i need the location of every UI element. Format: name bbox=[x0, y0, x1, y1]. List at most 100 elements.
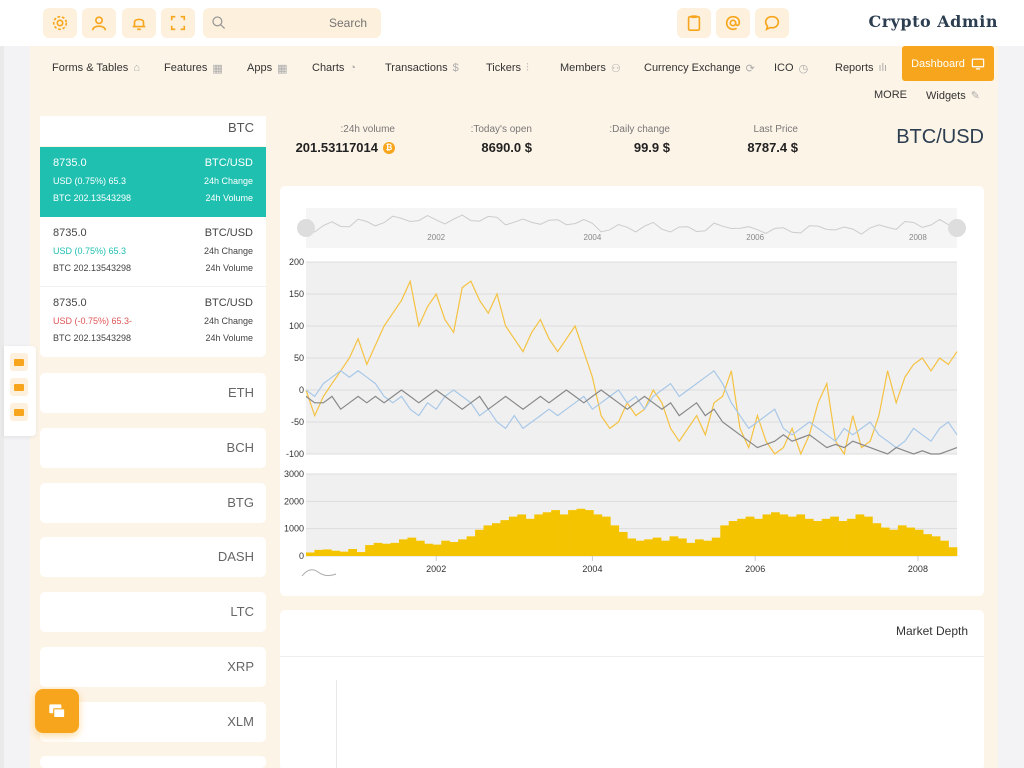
ticker-pair: BTC/USD bbox=[204, 227, 253, 239]
nav-charts[interactable]: Charts ◔ bbox=[312, 56, 356, 80]
fullscreen-icon[interactable] bbox=[161, 8, 195, 38]
bell-icon[interactable] bbox=[122, 8, 156, 38]
stat-label: :Today's open bbox=[470, 124, 532, 135]
x-tick-label: 2004 bbox=[582, 564, 602, 574]
ticker-volume: BTC 202.13543298 bbox=[53, 263, 132, 273]
nav-members[interactable]: Members ⚇ bbox=[560, 56, 621, 80]
y-tick-label: 200 bbox=[289, 257, 304, 267]
volume-bar bbox=[585, 510, 594, 556]
volume-bar bbox=[762, 514, 772, 556]
dollar-icon: $ bbox=[452, 62, 459, 74]
y-tick-label: 100 bbox=[289, 321, 304, 331]
volume-bar bbox=[711, 537, 721, 556]
bitcoin-icon: ₿ bbox=[383, 141, 395, 154]
nav-more[interactable]: MORE bbox=[874, 89, 907, 101]
chat-float-button[interactable] bbox=[35, 689, 79, 733]
volume-bar bbox=[855, 514, 865, 556]
stat-open: :Today's open 8690.0 $ bbox=[440, 124, 532, 155]
y-tick-label-volume: 3000 bbox=[284, 469, 304, 479]
volume-bar bbox=[872, 523, 882, 556]
coin-tab-bch[interactable]: BCH bbox=[40, 428, 266, 468]
volume-bar bbox=[703, 540, 713, 556]
at-icon[interactable] bbox=[716, 8, 750, 38]
ticker-card[interactable]: 8735.0 BTC/USD USD (0.75%) 65.3 24h Change… bbox=[40, 217, 266, 287]
coin-tab-xrp[interactable]: XRP bbox=[40, 647, 266, 687]
volume-bar bbox=[618, 531, 628, 556]
user-icon[interactable] bbox=[82, 8, 116, 38]
navigator-tick-label: 2006 bbox=[746, 233, 764, 242]
nav-currency-exchange[interactable]: Currency Exchange ⟳ bbox=[644, 56, 755, 80]
volume-bar bbox=[601, 516, 611, 556]
stat-value: 99.9 $ bbox=[633, 140, 670, 155]
dashboard-button[interactable]: Dashboard bbox=[902, 46, 994, 81]
nav-apps[interactable]: Apps ▦ bbox=[247, 56, 287, 80]
stats-row: :24h volume 201.53117014 ₿ :Today's open … bbox=[280, 116, 984, 176]
volume-bar bbox=[897, 525, 907, 556]
coin-header-btc[interactable]: BTC bbox=[40, 116, 266, 146]
navigator-line bbox=[305, 214, 958, 235]
volume-bar bbox=[407, 537, 417, 556]
volume-bar bbox=[728, 521, 738, 556]
ticker-card[interactable]: 8735.0 BTC/USD USD (0.75%) 65.3 24h Change… bbox=[40, 147, 266, 217]
coin-code: DASH bbox=[217, 549, 254, 564]
y-tick-label-volume: 1000 bbox=[284, 524, 304, 534]
y-tick-label: 50 bbox=[294, 353, 304, 363]
nav-tickers[interactable]: Tickers ⫶ bbox=[486, 56, 529, 80]
main-nav: Forms & Tables ⌂ Features ▦ Apps ▦ Charts ◔ … bbox=[30, 46, 998, 116]
camera-icon[interactable] bbox=[10, 353, 28, 371]
nav-transactions[interactable]: Transactions $ bbox=[385, 56, 459, 80]
y-tick-label: 150 bbox=[289, 289, 304, 299]
volume-bar bbox=[559, 514, 569, 556]
nav-features[interactable]: Features ▦ bbox=[164, 56, 223, 80]
chat-icon[interactable] bbox=[755, 8, 789, 38]
nav-label: Tickers bbox=[486, 62, 522, 74]
pair-title: BTC/USD bbox=[896, 126, 984, 148]
volume-bar bbox=[466, 536, 476, 556]
coin-tab-more[interactable] bbox=[40, 756, 266, 768]
stat-label: :Daily change bbox=[609, 124, 670, 135]
search-box[interactable] bbox=[203, 8, 381, 38]
search-input[interactable] bbox=[227, 16, 367, 30]
volume-bar bbox=[813, 521, 823, 556]
ticker-price: 8735.0 bbox=[53, 227, 87, 239]
nav-reports[interactable]: Reports ılı bbox=[835, 56, 887, 80]
gear-icon[interactable] bbox=[43, 8, 77, 38]
volume-bar bbox=[424, 543, 434, 556]
volume-bar bbox=[475, 529, 484, 556]
depth-axis bbox=[336, 680, 337, 768]
image-icon[interactable] bbox=[10, 378, 28, 396]
nav-widgets[interactable]: Widgets ✎ bbox=[926, 89, 980, 103]
volume-bar bbox=[720, 525, 730, 556]
clipboard-icon[interactable] bbox=[677, 8, 711, 38]
nav-forms-tables[interactable]: Forms & Tables ⌂ bbox=[52, 56, 140, 80]
volume-bar bbox=[931, 536, 941, 556]
volume-bar bbox=[948, 547, 958, 556]
volume-bar bbox=[415, 540, 425, 556]
volume-bar bbox=[348, 549, 358, 556]
stat-value: 8690.0 $ bbox=[481, 140, 532, 155]
edit-icon: ✎ bbox=[970, 90, 980, 102]
chat-bubble-icon bbox=[49, 704, 66, 719]
ticker-change: USD (0.75%) 65.3 bbox=[53, 176, 127, 186]
nav-label: Transactions bbox=[385, 62, 448, 74]
nav-label: Apps bbox=[247, 62, 273, 74]
coin-code: ETH bbox=[228, 385, 254, 400]
nav-ico[interactable]: ICO ◷ bbox=[774, 56, 808, 80]
coin-tab-ltc[interactable]: LTC bbox=[40, 592, 266, 632]
stat-value: 201.53117014 bbox=[295, 140, 378, 155]
price-chart[interactable]: 200 150 100 50 0 -50 -100 3000 2000 1000 0 2002 2002… bbox=[280, 186, 984, 596]
ticker-volume: BTC 202.13543298 bbox=[53, 193, 132, 203]
coin-tab-btg[interactable]: BTG bbox=[40, 483, 266, 523]
volume-bar bbox=[525, 518, 535, 556]
ticker-change-label: 24h Change bbox=[203, 246, 253, 256]
coin-tab-eth[interactable]: ETH bbox=[40, 373, 266, 413]
y-tick-label: -100 bbox=[286, 449, 304, 459]
coin-tab-dash[interactable]: DASH bbox=[40, 537, 266, 577]
ticker-card[interactable]: 8735.0 BTC/USD USD (-0.75%) 65.3- 24h Chan… bbox=[40, 287, 266, 357]
volume-bar bbox=[661, 540, 670, 556]
navigator-tick-label: 2008 bbox=[909, 233, 927, 242]
mini-range-icon bbox=[301, 569, 337, 577]
x-tick-label: 2006 bbox=[745, 564, 765, 574]
chat-tab-icon[interactable] bbox=[10, 403, 28, 421]
coin-code: LTC bbox=[230, 604, 254, 619]
